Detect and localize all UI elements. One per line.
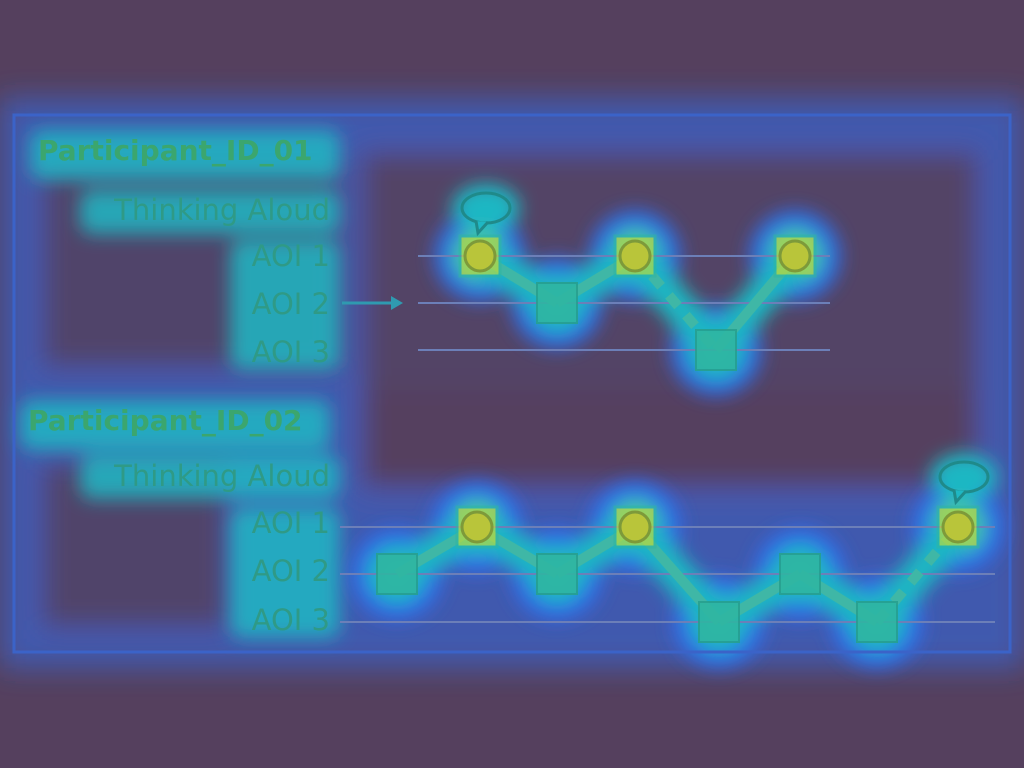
participant-1-row-aoi-1: AOI 1 xyxy=(252,239,330,273)
diagram-frame xyxy=(12,113,1012,654)
heat-label-glow-2 xyxy=(230,240,340,370)
heat-label-glow xyxy=(20,130,340,638)
fixation-square-marker xyxy=(779,553,821,595)
timelines xyxy=(340,191,995,643)
participant-2-row-aoi-3: AOI 3 xyxy=(252,603,330,637)
fixation-square-marker xyxy=(376,553,418,595)
fixation-circle-marker xyxy=(618,239,652,273)
heat-label-glow-5 xyxy=(230,508,340,638)
fixation-square-marker xyxy=(536,553,578,595)
participant-1-row-aoi-3: AOI 3 xyxy=(252,335,330,369)
heat-label-glow-4 xyxy=(80,455,340,499)
speech-bubble-icon xyxy=(460,191,512,237)
fixation-circle-marker xyxy=(460,510,494,544)
participant-2-fixations xyxy=(376,460,990,643)
participant-1-row-thinking-aloud: Thinking Aloud xyxy=(113,193,330,227)
fixation-circle-marker xyxy=(618,510,652,544)
participant-2-id: Participant_ID_02 xyxy=(28,404,303,437)
fixation-square-marker xyxy=(695,329,737,371)
heat-label-glow-1 xyxy=(80,190,340,234)
fixation-square-marker xyxy=(536,282,578,324)
fixation-circle-marker xyxy=(778,239,812,273)
arrow-icon xyxy=(342,296,403,310)
heat-label-glow-0 xyxy=(30,130,340,180)
fixation-circle-marker xyxy=(941,510,975,544)
gaze-transition-dashed xyxy=(631,252,720,354)
participant-2-row-thinking-aloud: Thinking Aloud xyxy=(113,459,330,493)
heat-gap-plot-2 xyxy=(360,390,980,490)
participant-2-row-aoi-2: AOI 2 xyxy=(252,554,330,588)
speech-bubble-icon xyxy=(938,460,990,506)
participant-1-id: Participant_ID_01 xyxy=(38,134,313,167)
heatmap-overlay xyxy=(0,98,1024,668)
fixation-circle-marker xyxy=(463,239,497,273)
fixation-square-marker xyxy=(698,601,740,643)
heat-label-glow-3 xyxy=(20,400,330,450)
participant-2-row-aoi-1: AOI 1 xyxy=(252,506,330,540)
fixation-square-marker xyxy=(856,601,898,643)
participant-1-fixations xyxy=(458,191,817,371)
participant-1-row-aoi-2: AOI 2 xyxy=(252,287,330,321)
